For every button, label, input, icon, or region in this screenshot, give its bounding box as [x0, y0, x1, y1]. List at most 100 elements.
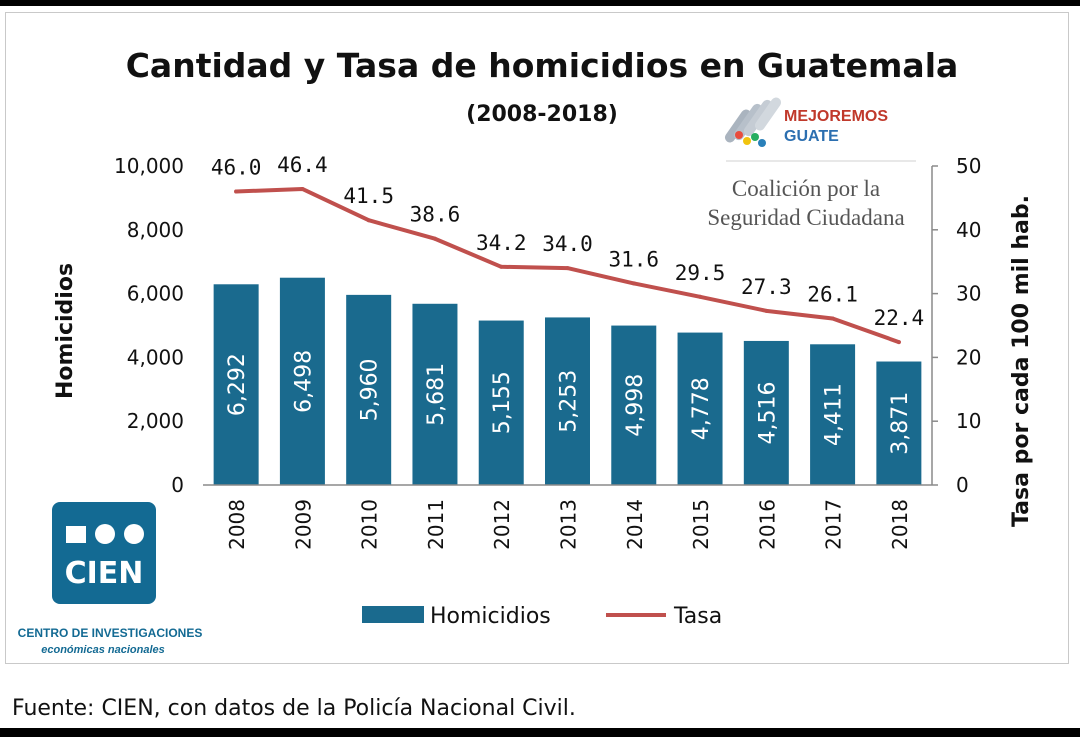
bar-2017	[810, 344, 856, 485]
bar-label-2018: 3,871	[888, 392, 913, 455]
coalition-line-2: Seguridad Ciudadana	[707, 205, 904, 230]
legend-label-homicidios: Homicidios	[430, 604, 551, 629]
partner-name: MEJOREMOS	[784, 108, 888, 125]
bar-2013	[545, 317, 590, 485]
coalition-line-1: Coalición por la	[732, 176, 880, 201]
x-tick-2008: 2008	[225, 499, 249, 550]
bar-label-2014: 4,998	[623, 374, 648, 437]
rate-point-2018	[896, 340, 901, 345]
bar-labels: 6,292 6,498 5,960 5,681 5,155 5,253 4,998 4,778…	[225, 350, 913, 455]
rate-point-2011	[432, 236, 437, 241]
y-axis-label-left: Homicidios	[53, 263, 78, 399]
y-axis-label-right: Tasa por cada 100 mil hab.	[1009, 195, 1034, 527]
chart-panel: Cantidad y Tasa de homicidios en Guatema…	[5, 12, 1069, 664]
bar-label-2011: 5,681	[424, 363, 449, 426]
y-tick-left-2: 4,000	[127, 345, 184, 369]
rate-point-2010	[366, 218, 371, 223]
y-tick-left-4: 8,000	[127, 218, 184, 242]
chart-svg: Cantidad y Tasa de homicidios en Guatema…	[18, 46, 1034, 656]
x-tick-2009: 2009	[291, 499, 315, 550]
chart-title: Cantidad y Tasa de homicidios en Guatema…	[126, 46, 959, 85]
x-axis-ticks: 2008 2009 2010 2011 2012 2013 2014 2015 2016 2017…	[225, 499, 912, 550]
bar-label-2016: 4,516	[755, 381, 780, 444]
bar-2010	[346, 294, 392, 485]
rate-label-2011: 38.6	[410, 203, 461, 227]
rate-point-2015	[698, 294, 703, 299]
source-note: Fuente: CIEN, con datos de la Policía Na…	[12, 696, 576, 721]
bar-label-2010: 5,960	[358, 358, 383, 421]
legend-label-tasa: Tasa	[673, 604, 722, 629]
bar-label-2015: 4,778	[689, 377, 714, 440]
bar-label-2017: 4,411	[822, 383, 847, 446]
rate-point-2012	[499, 264, 504, 269]
y-tick-right-2: 20	[956, 345, 981, 369]
rate-label-2016: 27.3	[741, 275, 792, 299]
bar-label-2013: 5,253	[557, 370, 582, 433]
bar-2014	[611, 325, 657, 485]
rate-label-2018: 22.4	[874, 306, 925, 330]
rate-point-2008	[234, 189, 239, 194]
rate-label-2010: 41.5	[343, 184, 394, 208]
bar-label-2009: 6,498	[291, 350, 316, 413]
x-tick-2010: 2010	[358, 499, 382, 550]
y-tick-right-4: 40	[956, 218, 981, 242]
y-tick-left-3: 6,000	[127, 282, 184, 306]
rate-point-2009	[300, 186, 305, 191]
cien-logo: CIEN	[52, 502, 156, 604]
rate-label-2015: 29.5	[675, 261, 726, 285]
left-axis-ticks: 0 2,000 4,000 6,000 8,000 10,000	[114, 154, 184, 497]
rate-label-2014: 31.6	[608, 247, 659, 271]
x-tick-2013: 2013	[557, 499, 581, 550]
right-axis-ticks: 0 10 20 30 40 50	[932, 154, 981, 497]
x-tick-2012: 2012	[490, 499, 514, 550]
bar-label-2008: 6,292	[225, 353, 250, 416]
x-tick-2018: 2018	[888, 499, 912, 550]
partner-name-2: GUATE	[784, 128, 839, 145]
y-tick-right-0: 0	[956, 473, 969, 497]
bar-2018	[876, 361, 922, 485]
cien-text: CIEN	[65, 556, 144, 591]
rate-point-2014	[631, 281, 636, 286]
mejoremos-guate-logo: MEJOREMOS GUATE	[724, 97, 916, 162]
y-tick-right-3: 30	[956, 282, 981, 306]
x-tick-2016: 2016	[755, 499, 779, 550]
rate-label-2008: 46.0	[211, 156, 262, 180]
rate-label-2017: 26.1	[807, 282, 858, 306]
bar-label-2012: 5,155	[490, 371, 515, 434]
cien-line-1: CENTRO DE INVESTIGACIONES	[18, 626, 203, 640]
legend: Homicidios Tasa	[362, 604, 722, 629]
cien-block-icon	[66, 526, 86, 543]
rate-labels: 46.0 46.4 41.5 38.6 34.2 34.0 31.6 29.5 27.3 26.1…	[211, 153, 924, 330]
rate-label-2013: 34.0	[542, 232, 593, 256]
rate-line	[234, 186, 901, 345]
bar-2009	[279, 277, 325, 485]
y-tick-left-1: 2,000	[127, 409, 184, 433]
bar-2008	[213, 284, 259, 485]
cien-line-2: económicas nacionales	[41, 644, 165, 656]
rate-point-2016	[764, 308, 769, 313]
y-tick-left-5: 10,000	[114, 154, 184, 178]
rate-point-2013	[565, 266, 570, 271]
rate-label-2012: 34.2	[476, 231, 527, 255]
legend-swatch-homicidios	[362, 606, 424, 623]
cien-circle-icon-2	[124, 524, 144, 544]
y-tick-right-5: 50	[956, 154, 981, 178]
bar-2016	[743, 340, 789, 485]
x-tick-2017: 2017	[822, 499, 846, 550]
rate-point-2017	[830, 316, 835, 321]
bar-2011	[412, 303, 458, 485]
rate-label-2009: 46.4	[277, 153, 328, 177]
x-tick-2015: 2015	[689, 499, 713, 550]
x-tick-2011: 2011	[424, 499, 448, 550]
axes	[203, 166, 933, 486]
cien-circle-icon	[95, 524, 115, 544]
y-tick-right-1: 10	[956, 409, 981, 433]
chart-subtitle: (2008-2018)	[466, 102, 618, 127]
bar-series	[213, 277, 922, 485]
y-tick-left-0: 0	[171, 473, 184, 497]
hands-icon	[724, 97, 782, 147]
bar-2015	[677, 332, 723, 485]
x-tick-2014: 2014	[623, 499, 647, 550]
bar-2012	[478, 320, 524, 485]
figure-frame: Cantidad y Tasa de homicidios en Guatema…	[0, 6, 1080, 728]
